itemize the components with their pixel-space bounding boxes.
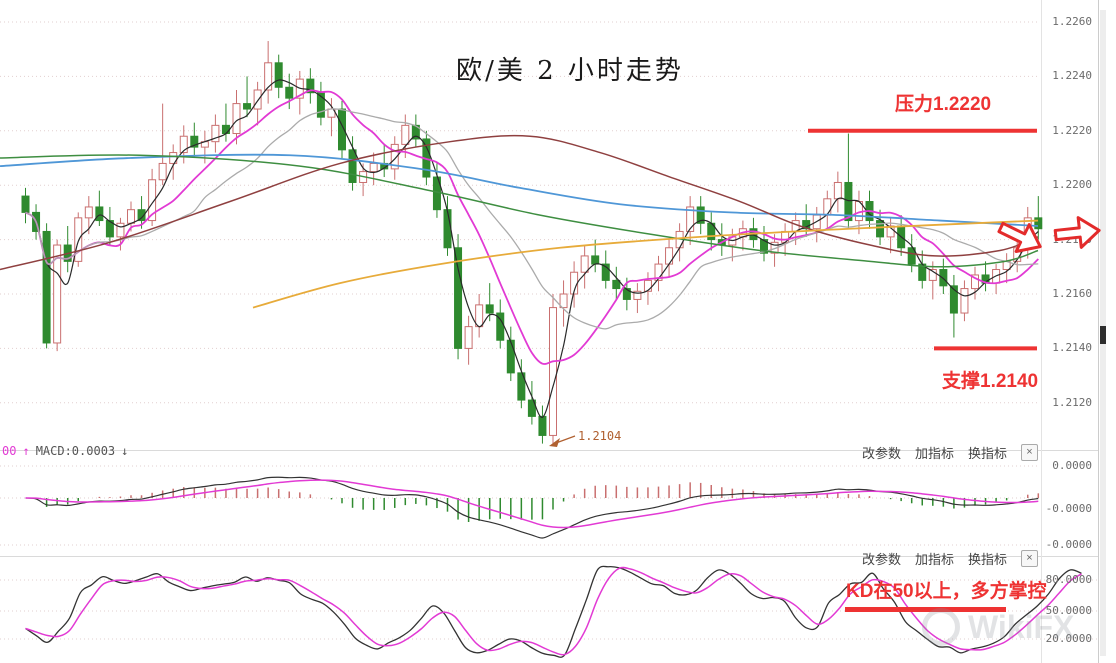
axis-label: 1.2200 (1052, 178, 1092, 192)
watermark-logo-icon (922, 608, 960, 646)
axis-label: 50.0000 (1045, 604, 1092, 617)
close-icon[interactable]: × (1021, 444, 1038, 461)
kd-toolbar: 改参数 加指标 换指标 × (862, 549, 1038, 568)
axis-label: -0.0000 (1045, 502, 1092, 515)
axis-label: 20.0000 (1045, 632, 1092, 645)
scrollbar-thumb[interactable] (1100, 326, 1106, 344)
axis-label: 1.2140 (1052, 341, 1092, 355)
switch-indicator-button[interactable]: 换指标 (967, 446, 1007, 461)
change-params-button[interactable]: 改参数 (861, 446, 901, 461)
axis-label: 1.2160 (1052, 287, 1092, 300)
up-arrow-icon: ↑ (22, 444, 30, 458)
macd-toolbar: 改参数 加指标 换指标 × (862, 443, 1038, 462)
watermark: WikiFX (922, 608, 1074, 646)
resistance-label: 压力1.2220 (895, 94, 992, 115)
macd-current-value: MACD:0.0003 (35, 444, 116, 458)
axis-label: 1.2220 (1052, 123, 1092, 137)
low-point-label: 1.2104 (578, 429, 622, 443)
kd-annotation-label: KD在50以上，多方掌控 (846, 581, 1047, 602)
close-icon[interactable]: × (1021, 550, 1038, 567)
axis-label: 0.0000 (1052, 459, 1092, 472)
add-indicator-button[interactable]: 加指标 (914, 552, 954, 567)
axis-label: 1.2120 (1052, 395, 1092, 409)
chart-title: 欧/美 2 小时走势 (456, 56, 684, 86)
switch-indicator-button[interactable]: 换指标 (967, 552, 1007, 567)
axis-label: 1.2240 (1052, 69, 1092, 83)
axis-label: 80.0000 (1045, 573, 1092, 586)
macd-indicator-header: 00 ↑ MACD:0.0003 ↓ (2, 444, 128, 458)
axis-label: 1.2260 (1052, 15, 1092, 28)
watermark-text: WikiFX (968, 608, 1075, 645)
axis-label: -0.0000 (1045, 538, 1092, 551)
axis-label: 1.2180 (1052, 232, 1092, 246)
support-label: 支撑1.2140 (942, 371, 1039, 392)
down-arrow-icon: ↓ (121, 444, 129, 458)
macd-truncated-value: 00 (2, 444, 17, 458)
change-params-button[interactable]: 改参数 (861, 552, 901, 567)
add-indicator-button[interactable]: 加指标 (914, 446, 954, 461)
